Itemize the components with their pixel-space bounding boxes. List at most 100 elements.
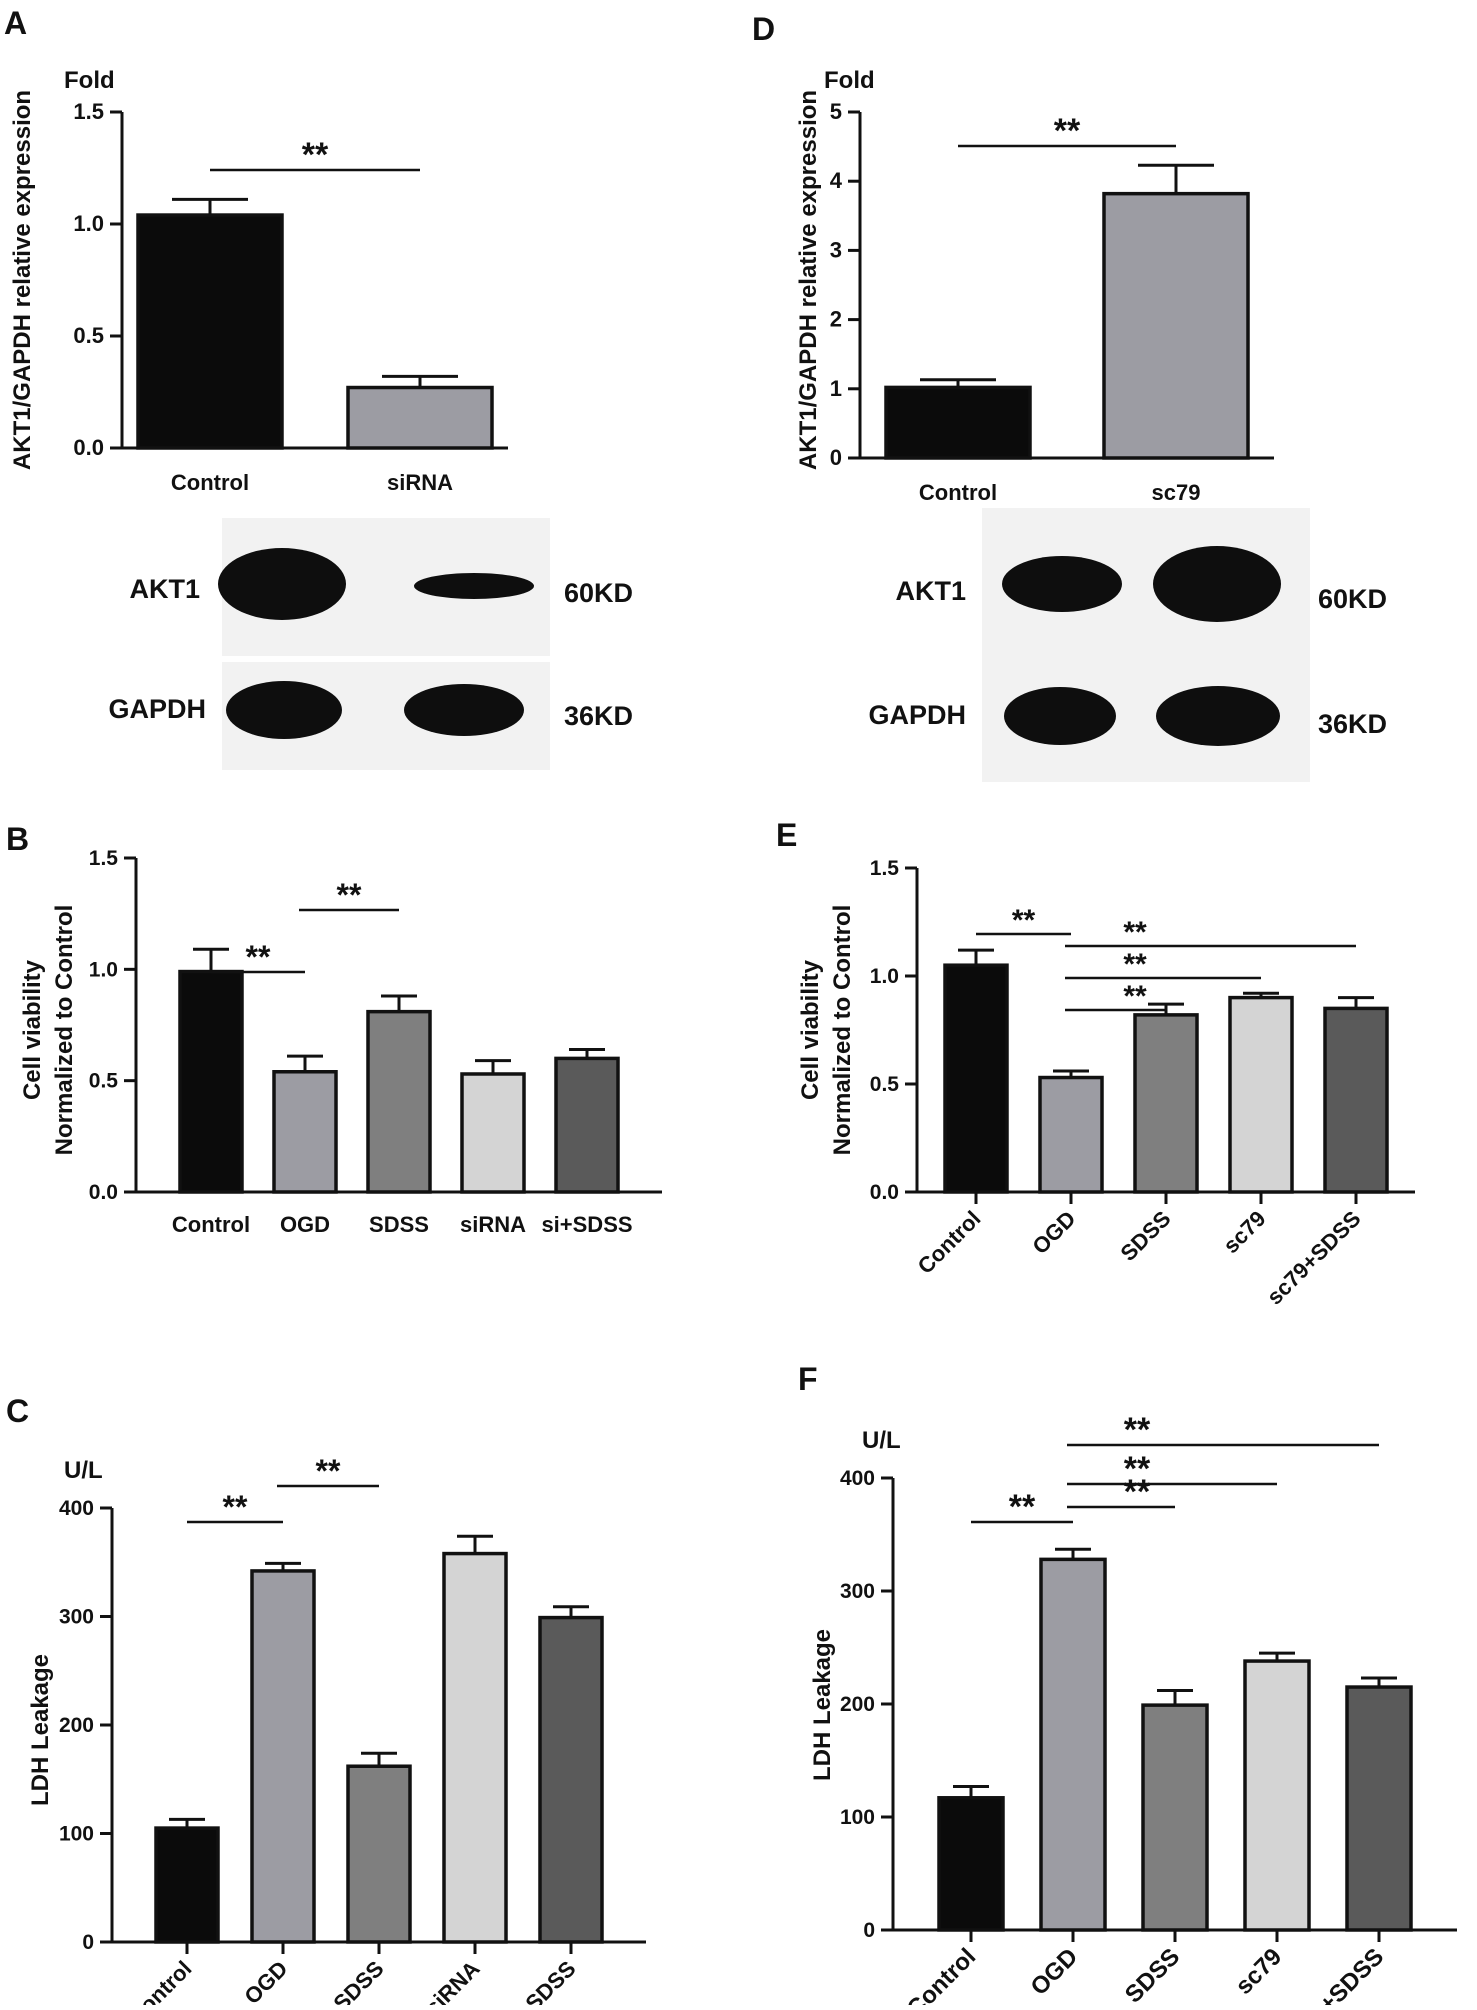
chart-E-ytick-label: 1.5 (870, 857, 900, 880)
chart-C-significance-label: ** (223, 1489, 248, 1525)
chart-D-significance-label: ** (1054, 112, 1081, 150)
chart-F-ytick-label: 100 (840, 1806, 875, 1829)
chart-F-category-label: OGD (1025, 1943, 1083, 2001)
chart-E-bar-sdss (1133, 1013, 1199, 1194)
chart-F-significance-label: ** (1124, 1450, 1151, 1488)
chart-E-significance-label: ** (1012, 904, 1036, 937)
chart-F-bar-sc79-sdss (1345, 1685, 1413, 1932)
chart-B-category-label: si+SDSS (541, 1212, 632, 1237)
panel-letter-c: C (6, 1393, 29, 1429)
blot-d-akt1-label: AKT1 (895, 576, 966, 606)
chart-C-ylabel: LDH Leakage (27, 1654, 54, 1806)
chart-c-ldh-leakage: 0 100 200 300 400 U/L LDH Leakage Control OGD SDS… (27, 1453, 646, 2010)
chart-a-akt1-knockdown: 0.0 0.5 1.0 1.5 Fold AKT1/GAPDH relative expr… (9, 67, 508, 495)
chart-C-bar-srna-sdss (538, 1615, 604, 1944)
chart-D-bar-sc79 (1102, 191, 1250, 460)
chart-E-significance-label: ** (1123, 916, 1147, 949)
chart-E-bar-sc79-sdss (1323, 1006, 1389, 1194)
chart-A-significance-label: ** (302, 136, 329, 174)
chart-F-significance-label: ** (1124, 1473, 1151, 1511)
chart-C-ytick-label: 0 (82, 1931, 94, 1954)
chart-E-category-label: Control (913, 1206, 986, 1279)
chart-F-ytick-label: 300 (840, 1580, 875, 1603)
chart-F-ylabel: LDH Leakage (809, 1629, 836, 1781)
chart-A-category-label: siRNA (387, 470, 453, 495)
blot-d-akt1-band-control (1002, 556, 1122, 612)
chart-D-ytick-label: 1 (830, 376, 842, 401)
blot-d-akt1-size: 60KD (1318, 584, 1387, 614)
chart-C-bar-sdss (346, 1764, 412, 1944)
chart-B-ytick-label: 1.0 (89, 958, 118, 981)
chart-A-ylabel: AKT1/GAPDH relative expression (9, 90, 36, 470)
chart-E-category-label: OGD (1027, 1206, 1080, 1259)
chart-D-category-label: sc79 (1152, 480, 1201, 505)
chart-B-ylabel: Normalized to Control (51, 905, 78, 1156)
chart-B-significance-label: ** (246, 939, 271, 975)
chart-D-ytick-label: 5 (830, 99, 842, 124)
blot-a-akt1-band-sirna (414, 573, 534, 599)
chart-D-category-label: Control (919, 480, 997, 505)
chart-C-category-label: sRNA+SDSS (469, 1956, 580, 2005)
blot-a-akt1-label: AKT1 (129, 574, 200, 604)
chart-C-category-label: Control (124, 1956, 197, 2005)
chart-E-bar-sc79 (1228, 995, 1294, 1194)
chart-B-category-label: Control (172, 1212, 250, 1237)
blot-a-akt1-band-control (218, 548, 346, 620)
chart-E-category-label: sc79 (1218, 1206, 1270, 1258)
chart-F-ytick-label: 0 (863, 1919, 875, 1942)
chart-C-category-label: siRNA (420, 1956, 484, 2005)
chart-E-significance-label: ** (1123, 948, 1147, 981)
chart-E-significance-label: ** (1123, 980, 1147, 1013)
chart-E-bar-ogd (1038, 1075, 1104, 1194)
chart-C-significance-label: ** (316, 1453, 341, 1489)
chart-e-cell-viability: 0.0 0.5 1.0 1.5 Cell viability Normalized to … (797, 857, 1415, 1310)
chart-B-bar-ogd (272, 1070, 338, 1194)
chart-D-unit-label: Fold (824, 67, 875, 94)
chart-B-category-label: siRNA (460, 1212, 526, 1237)
chart-C-ytick-label: 400 (59, 1497, 94, 1520)
chart-B-bar-control (178, 969, 244, 1194)
chart-D-ytick-label: 0 (830, 445, 842, 470)
chart-E-category-label: SDSS (1115, 1206, 1175, 1266)
chart-C-category-label: OGD (239, 1956, 292, 2005)
panel-letter-d: D (752, 11, 775, 47)
panel-letter-f: F (798, 1361, 818, 1397)
chart-F-significance-label: ** (1124, 1411, 1151, 1449)
chart-C-category-label: SDSS (328, 1956, 388, 2005)
blot-a-akt1-size: 60KD (564, 578, 633, 608)
chart-A-ytick-label: 0.5 (73, 323, 104, 348)
chart-f-ldh-leakage: 0 100 200 300 400 U/L LDH Leakage Control OGD SDS… (809, 1411, 1457, 2010)
chart-B-significance-label: ** (337, 877, 362, 913)
chart-E-ytick-label: 0.5 (870, 1073, 900, 1096)
chart-E-ylabel: Cell viability (797, 959, 824, 1100)
western-blot-a: AKT1 60KD GAPDH 36KD (108, 518, 633, 770)
chart-F-ytick-label: 400 (840, 1467, 875, 1490)
chart-B-ytick-label: 0.5 (89, 1070, 119, 1093)
chart-B-category-label: OGD (280, 1212, 330, 1237)
chart-C-bar-ogd (250, 1569, 316, 1944)
chart-F-unit-label: U/L (862, 1427, 901, 1454)
chart-B-ylabel: Cell viability (19, 959, 46, 1100)
chart-C-unit-label: U/L (64, 1457, 103, 1484)
chart-F-category-label: SDSS (1120, 1943, 1185, 2005)
chart-b-cell-viability: 0.0 0.5 1.0 1.5 Cell viability Normalized to … (19, 847, 662, 1237)
chart-D-ytick-label: 4 (830, 168, 843, 193)
chart-B-ytick-label: 0.0 (89, 1181, 118, 1204)
chart-F-significance-label: ** (1009, 1488, 1036, 1526)
panel-letter-a: A (4, 5, 27, 41)
chart-C-ytick-label: 300 (59, 1606, 94, 1629)
chart-F-bar-ogd (1039, 1557, 1107, 1932)
chart-A-bar-sirna (346, 385, 494, 450)
chart-E-category-label: sc79+SDSS (1262, 1206, 1366, 1310)
chart-D-bar-control (884, 385, 1032, 460)
blot-d-akt1-band-sc79 (1153, 546, 1281, 622)
chart-A-bar-control (136, 213, 284, 450)
chart-D-ytick-label: 3 (830, 237, 842, 262)
chart-E-ytick-label: 0.0 (870, 1181, 899, 1204)
chart-B-ytick-label: 1.5 (89, 847, 119, 870)
chart-B-bar-sdss (366, 1009, 432, 1194)
chart-D-ytick-label: 2 (830, 307, 842, 332)
panel-letter-e: E (776, 817, 797, 853)
chart-F-bar-sc79 (1243, 1659, 1311, 1932)
